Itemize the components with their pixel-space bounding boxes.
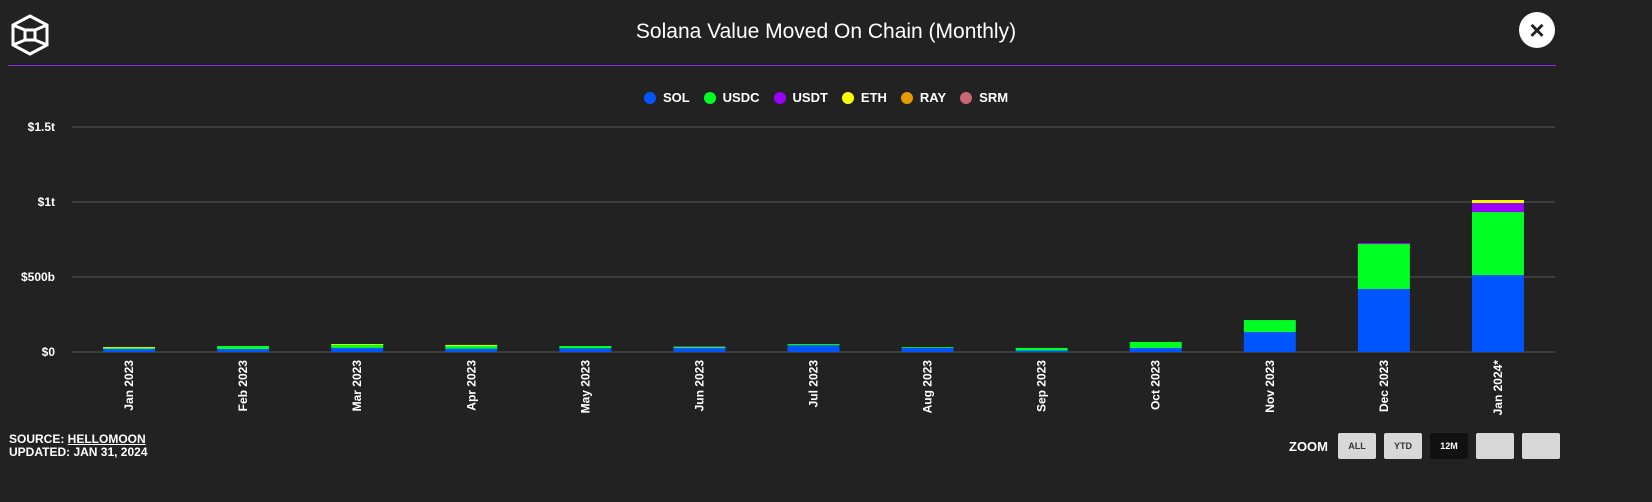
close-button[interactable]: × xyxy=(1519,12,1555,48)
y-tick-label: $500b xyxy=(21,270,55,284)
legend-marker xyxy=(900,91,913,104)
bar-sol xyxy=(1129,347,1182,352)
header-divider xyxy=(8,65,1556,66)
bar-usdt xyxy=(1471,203,1524,213)
bar-usdc xyxy=(787,344,840,346)
legend-label: SRM xyxy=(979,90,1009,105)
x-tick-label: May 2023 xyxy=(578,360,592,414)
legend-item-sol[interactable]: SOL xyxy=(643,90,690,105)
legend-label: USDT xyxy=(792,90,828,105)
bar-eth xyxy=(331,344,384,345)
bar-usdc xyxy=(559,346,612,349)
zoom-all-button[interactable]: ALL xyxy=(1338,433,1376,459)
x-tick-label: Jan 2023 xyxy=(122,360,136,411)
legend-label: USDC xyxy=(722,90,760,105)
legend-item-usdc[interactable]: USDC xyxy=(703,90,760,105)
legend-marker xyxy=(643,91,656,104)
bar-eth xyxy=(1471,200,1524,204)
bar-usdc xyxy=(901,347,954,348)
bar-usdc xyxy=(445,345,498,349)
bar-usdc xyxy=(103,347,156,349)
bar-usdc xyxy=(1471,212,1524,276)
x-tick-label: Mar 2023 xyxy=(350,360,364,412)
legend-label: RAY xyxy=(919,90,947,105)
legend-item-usdt[interactable]: USDT xyxy=(773,90,828,105)
updated-date: UPDATED: JAN 31, 2024 xyxy=(9,445,148,459)
bar-sol xyxy=(1015,350,1068,352)
chart-title: Solana Value Moved On Chain (Monthly) xyxy=(635,20,1017,43)
bar-usdc xyxy=(1015,347,1068,351)
bar-usdt xyxy=(1357,242,1410,244)
legend-marker xyxy=(703,91,716,104)
x-tick-label: Sep 2023 xyxy=(1035,360,1049,412)
source-label: SOURCE: xyxy=(9,432,68,446)
bar-eth xyxy=(445,344,498,346)
legend-marker xyxy=(960,91,973,104)
zoom-controls: ZOOM ALL YTD 12M xyxy=(1289,433,1568,459)
zoom-button-5[interactable] xyxy=(1522,433,1560,459)
bar-sol xyxy=(1243,332,1296,352)
x-tick-label: Nov 2023 xyxy=(1263,360,1277,413)
legend: SOL USDC USDT ETH RAY SRM xyxy=(0,90,1652,107)
bar-sol xyxy=(1471,275,1524,352)
bar-sol xyxy=(673,348,726,352)
y-tick-label: $1t xyxy=(38,195,55,209)
zoom-button-4[interactable] xyxy=(1476,433,1514,459)
legend-marker xyxy=(841,91,854,104)
x-tick-label: Dec 2023 xyxy=(1377,360,1391,412)
x-tick-label: Apr 2023 xyxy=(464,360,478,411)
bar-usdt xyxy=(673,346,726,347)
bar-usdc xyxy=(1129,341,1182,348)
bar-chart: $0 $500b $1t $1.5t Jan 2023 Feb 2023 Mar 2023 A… xyxy=(21,120,1555,416)
cube-logo-icon xyxy=(11,14,49,56)
bar-usdc xyxy=(1243,320,1296,333)
x-tick-label: Jun 2023 xyxy=(692,360,706,412)
x-tick-label: Jul 2023 xyxy=(807,360,821,408)
zoom-12m-button[interactable]: 12M xyxy=(1430,433,1468,459)
bar-usdc xyxy=(673,346,726,349)
zoom-ytd-button[interactable]: YTD xyxy=(1384,433,1422,459)
bar-sol xyxy=(559,348,612,352)
legend-item-eth[interactable]: ETH xyxy=(841,90,887,105)
bar-sol xyxy=(217,349,270,352)
bar-sol xyxy=(445,348,498,352)
x-tick-label: Aug 2023 xyxy=(921,360,935,414)
legend-marker xyxy=(773,91,786,104)
bar-eth xyxy=(103,347,156,348)
bar-sol xyxy=(1357,289,1410,352)
legend-label: ETH xyxy=(860,90,887,105)
bar-sol xyxy=(787,345,840,352)
bar-usdc xyxy=(331,344,384,348)
x-tick-label: Jan 2024* xyxy=(1491,360,1505,416)
bar-sol xyxy=(901,347,954,352)
footer: SOURCE: HELLOMOON UPDATED: JAN 31, 2024 xyxy=(9,433,148,459)
bar-usdc xyxy=(217,346,270,349)
bar-usdc xyxy=(1357,244,1410,289)
y-tick-label: $1.5t xyxy=(28,120,55,134)
x-tick-label: Oct 2023 xyxy=(1149,360,1163,410)
source-link[interactable]: HELLOMOON xyxy=(67,432,146,446)
legend-item-srm[interactable]: SRM xyxy=(960,90,1008,105)
bar-sol xyxy=(331,347,384,352)
x-tick-label: Feb 2023 xyxy=(236,360,250,412)
bar-sol xyxy=(103,349,156,352)
legend-item-ray[interactable]: RAY xyxy=(900,90,947,105)
legend-label: SOL xyxy=(662,90,690,105)
zoom-label: ZOOM xyxy=(1289,438,1328,454)
y-tick-label: $0 xyxy=(42,345,56,359)
